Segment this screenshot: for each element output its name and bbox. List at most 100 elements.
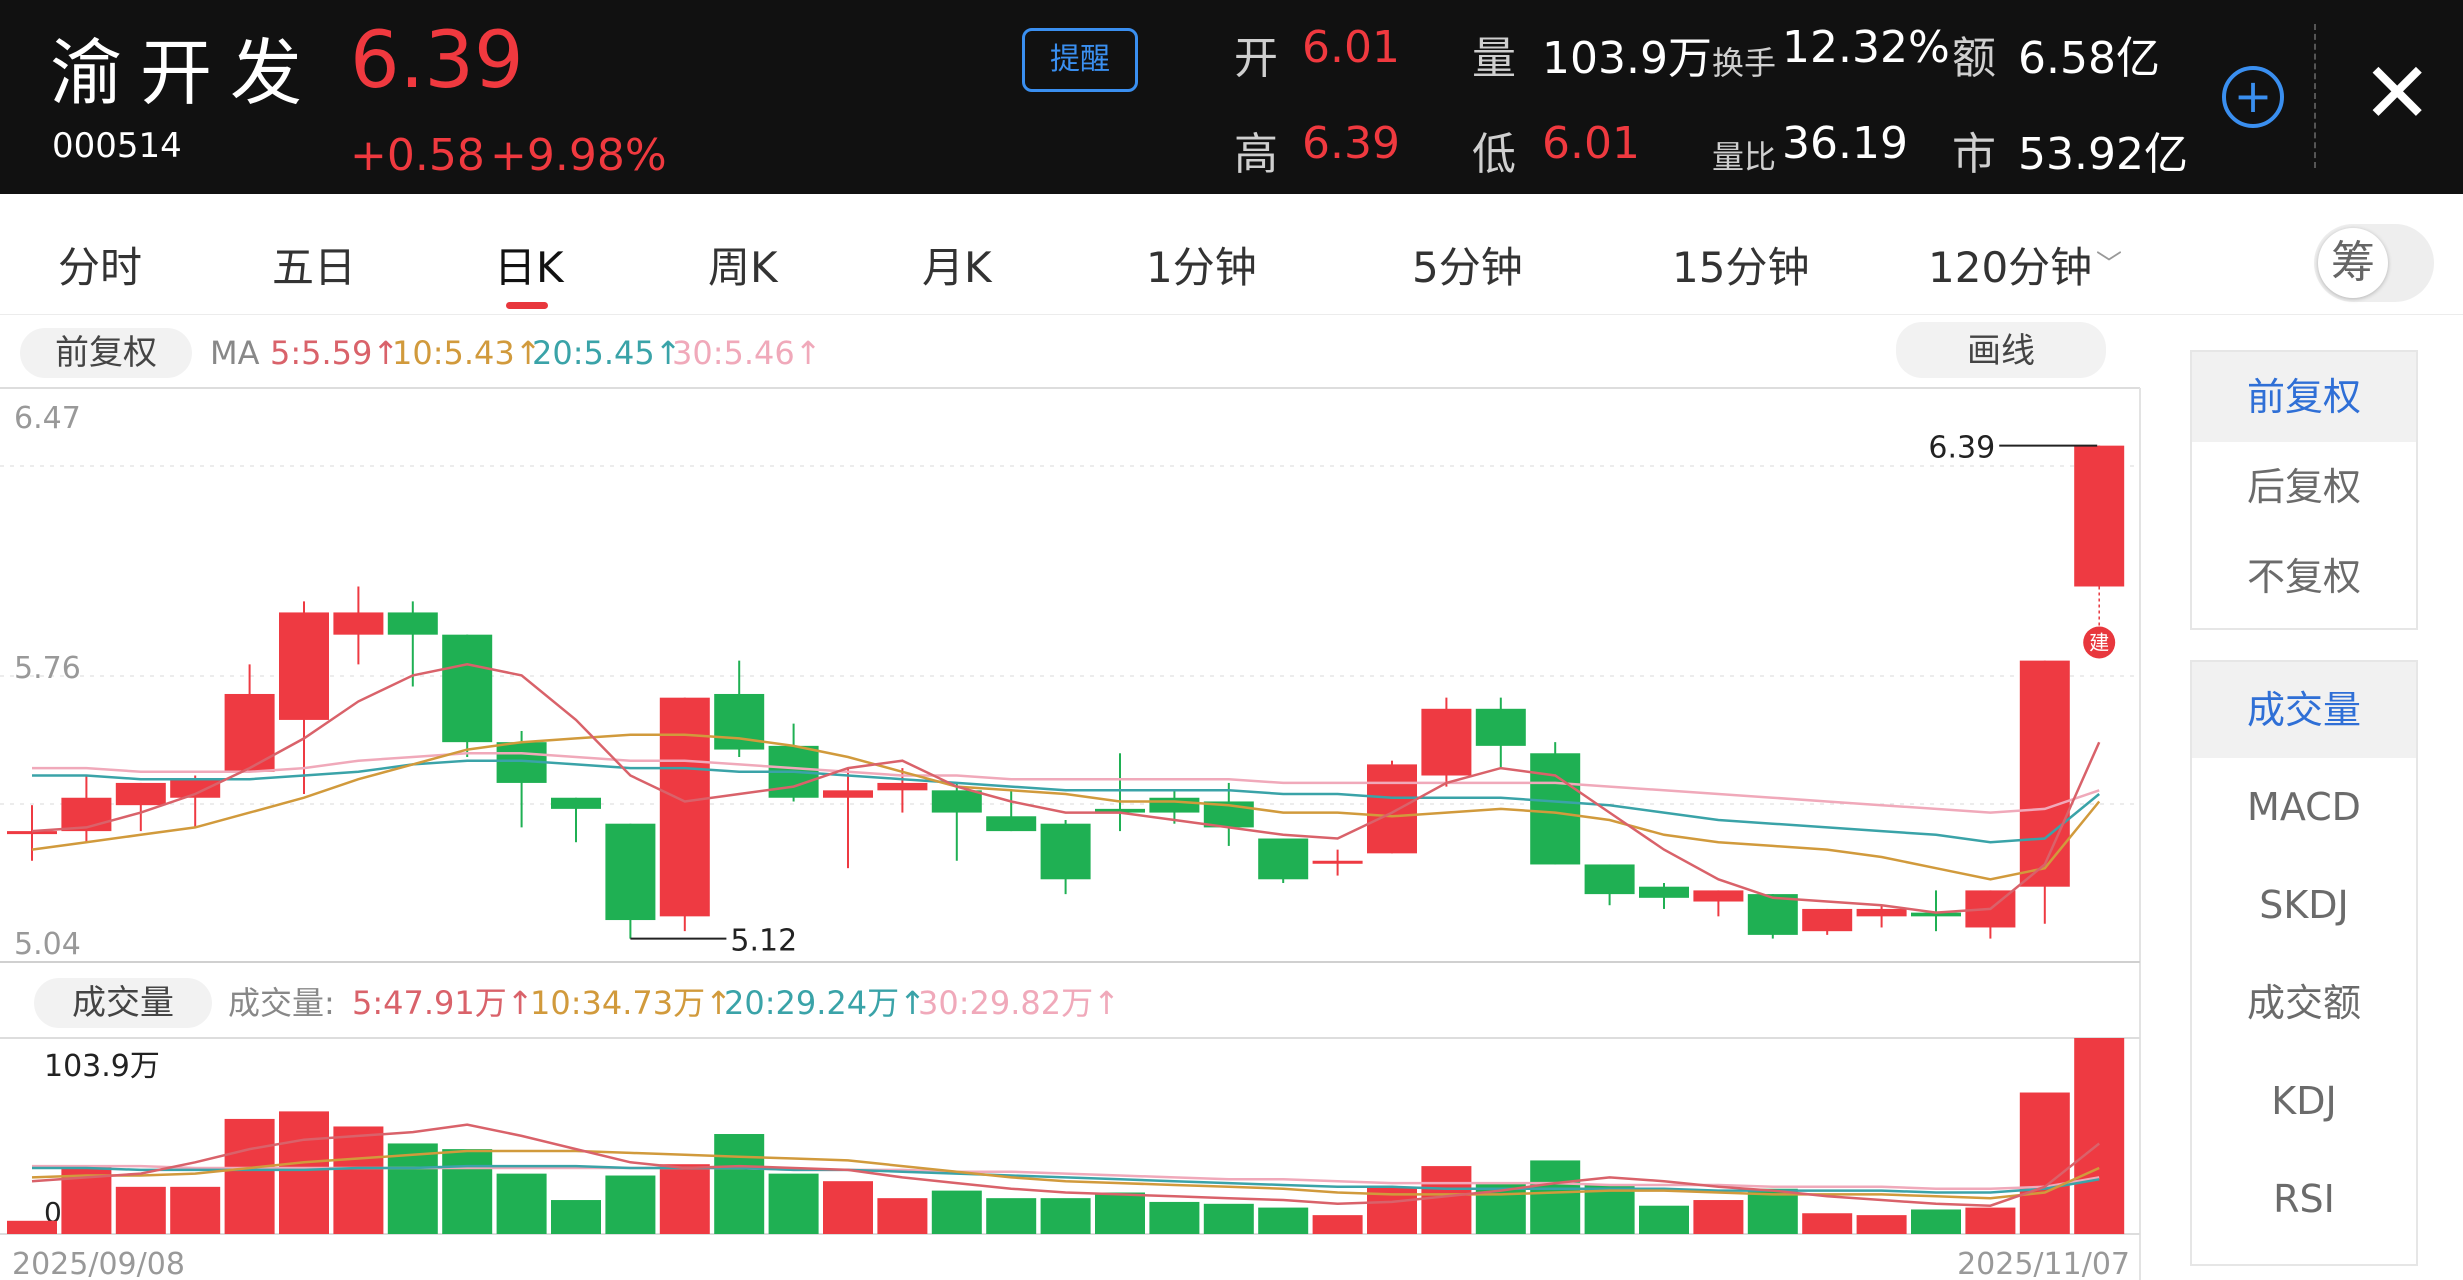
price-change: +0.58 (350, 130, 485, 181)
tab-weekly-k[interactable]: 周K (708, 243, 778, 292)
volume-bar (496, 1173, 547, 1234)
volume-bar (1040, 1198, 1091, 1234)
volume-bar (659, 1164, 710, 1234)
candle-body (1747, 894, 1798, 935)
side-forward-adjust[interactable]: 前复权 (2192, 352, 2416, 442)
turnover-label: 换手 (1712, 44, 1777, 82)
volume-value: 103.9万 (1542, 33, 1712, 84)
high-value: 6.39 (1302, 118, 1400, 169)
tab-5min[interactable]: 5分钟 (1412, 243, 1523, 292)
chevron-down-icon[interactable]: ﹀ (2096, 250, 2123, 280)
volume-bar (170, 1186, 221, 1234)
volume-bar (877, 1198, 928, 1234)
build-badge-label: 建 (2089, 630, 2109, 654)
volume-bar (1747, 1188, 1798, 1234)
side-indicator-kdj[interactable]: KDJ (2271, 1079, 2337, 1123)
y-axis-top-label: 6.47 (14, 401, 81, 436)
candle-body (1693, 890, 1744, 902)
draw-line-button[interactable] (1896, 322, 2106, 378)
volume-bar (224, 1118, 275, 1234)
side-indicator-volume[interactable]: 成交量 (2192, 662, 2416, 758)
candle-body (1149, 797, 1200, 813)
candle-body (115, 782, 166, 806)
candle-body (7, 831, 57, 835)
side-indicator-rsi[interactable]: RSI (2273, 1177, 2335, 1221)
candle-body (1312, 860, 1363, 864)
candle-body (61, 797, 112, 832)
volume-bar (7, 1220, 57, 1234)
volume-bar (1421, 1166, 1472, 1234)
tab-120min[interactable]: 120分钟 (1928, 243, 2093, 292)
ma5-label: 5:5.59↑ (270, 334, 399, 372)
tab-1min[interactable]: 1分钟 (1146, 243, 1257, 292)
x-axis-end-label: 2025/11/07 (1957, 1247, 2130, 1280)
volume-bar (333, 1126, 384, 1234)
ma10-line (31, 733, 2101, 881)
tab-intraday[interactable]: 分时 (58, 243, 143, 292)
volume-bar (1639, 1205, 1689, 1234)
price-change-pct: +9.98% (490, 130, 667, 181)
adjust-pill[interactable] (20, 328, 192, 378)
volume-bar (1203, 1203, 1254, 1234)
volume-bar (1856, 1215, 1907, 1234)
tab-daily-k[interactable]: 日K (494, 243, 564, 292)
plus-circle-icon[interactable]: + (2222, 66, 2284, 128)
y-axis-bottom-label: 5.04 (14, 927, 81, 962)
tab-monthly-k[interactable]: 月K (922, 243, 992, 292)
build-badge (2083, 626, 2116, 659)
kline-chart[interactable]: 前复权 MA 5:5.59↑ 10:5.43↑ 20:5.45↑ 30:5.46… (0, 316, 2150, 1280)
adjust-panel: 前复权 后复权 不复权 (2190, 350, 2418, 630)
max-price-label: 6.39 (1928, 431, 1995, 466)
low-label: 低 (1472, 129, 1516, 180)
candle-body (279, 612, 329, 720)
volume-bar (1149, 1201, 1200, 1234)
stock-name: 渝开发 (50, 31, 321, 115)
volume-max-label: 103.9万 (44, 1049, 160, 1084)
tab-15min[interactable]: 15分钟 (1672, 243, 1810, 292)
side-indicator-skdj[interactable]: SKDJ (2259, 883, 2349, 927)
min-price-label: 5.12 (730, 924, 797, 959)
vma20-line (32, 1164, 2100, 1194)
volume-bar (605, 1175, 656, 1234)
adjust-pill-label: 前复权 (55, 333, 157, 373)
close-icon[interactable]: ✕ (2362, 44, 2433, 142)
volume-bar (387, 1143, 438, 1234)
vol-ratio-label: 量比 (1712, 138, 1777, 176)
vma5-label: 5:47.91万↑ (352, 984, 534, 1022)
period-tabs: 分时 五日 日K 周K 月K 1分钟 5分钟 15分钟 120分钟 ﹀ (0, 214, 2463, 315)
candle-body (1530, 753, 1581, 865)
volume-bar (1312, 1215, 1363, 1234)
candle-body (986, 816, 1037, 832)
side-indicator-macd[interactable]: MACD (2247, 785, 2361, 829)
tab-five-day[interactable]: 五日 (272, 243, 357, 292)
volume-pill[interactable] (34, 978, 212, 1028)
candle-body (387, 612, 438, 635)
vma10-line (31, 1149, 2100, 1200)
ma20-line (32, 759, 2100, 844)
mktcap-label: 市 (1952, 129, 1996, 180)
candle-body (931, 790, 982, 813)
ma30-label: 30:5.46↑ (672, 334, 822, 372)
volume-bar (279, 1111, 329, 1234)
candle-body (442, 634, 493, 743)
low-value: 6.01 (1542, 118, 1640, 169)
chip-distribution-toggle[interactable]: 筹 (2314, 224, 2434, 302)
candle-body (2074, 445, 2125, 587)
volume-bar (1693, 1200, 1744, 1234)
volume-bar (1095, 1192, 1145, 1234)
candle-body (823, 790, 873, 798)
candle-body (333, 612, 384, 635)
x-axis-start-label: 2025/09/08 (12, 1247, 185, 1280)
stock-code: 000514 (52, 126, 182, 166)
candle-body (170, 779, 221, 798)
candle-body (1258, 838, 1309, 880)
alert-button[interactable]: 提醒 (1022, 28, 1138, 92)
ma30-line (32, 752, 2100, 814)
quote-header: 渝开发 000514 6.39 +0.58 +9.98% 提醒 开 6.01 高… (0, 0, 2463, 194)
volume-bar (442, 1149, 493, 1234)
amount-value: 6.58亿 (2018, 33, 2160, 84)
side-backward-adjust[interactable]: 后复权 (2246, 465, 2361, 509)
side-indicator-amount[interactable]: 成交额 (2246, 981, 2361, 1025)
side-no-adjust[interactable]: 不复权 (2246, 555, 2361, 599)
candle-body (659, 697, 710, 917)
